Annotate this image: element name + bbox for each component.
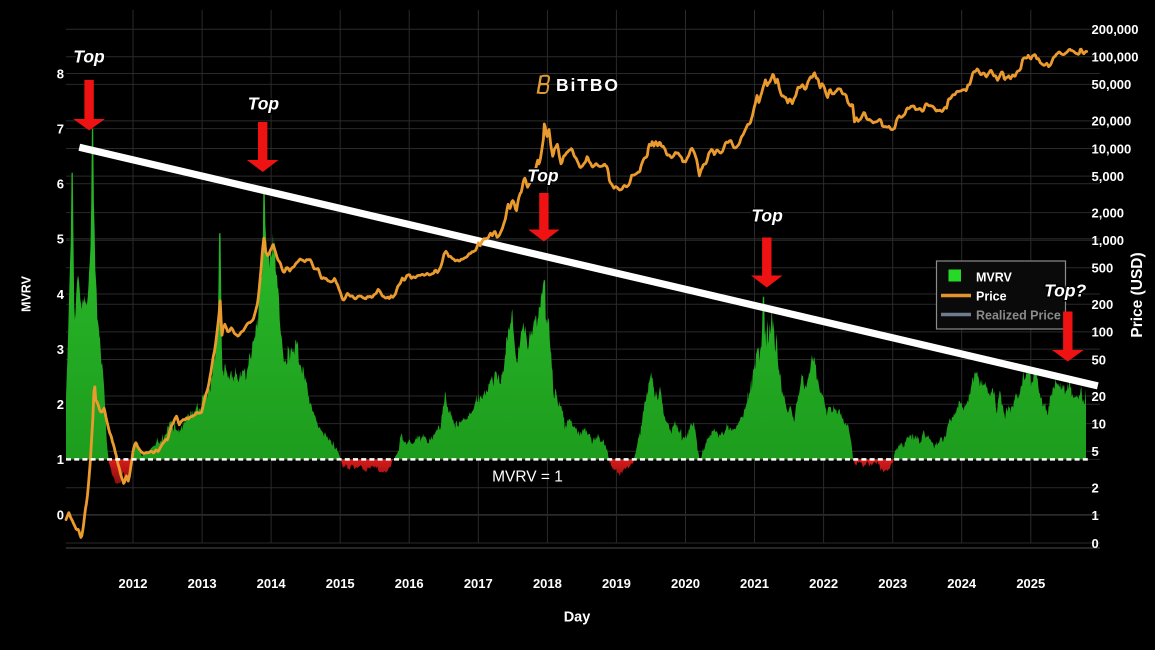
svg-text:5,000: 5,000	[1092, 169, 1125, 184]
svg-text:1,000: 1,000	[1092, 233, 1125, 248]
svg-text:MVRV: MVRV	[20, 275, 34, 312]
svg-text:0: 0	[57, 507, 64, 522]
svg-text:BiTBO: BiTBO	[556, 75, 620, 95]
svg-text:MVRV: MVRV	[976, 271, 1013, 285]
svg-text:2013: 2013	[188, 576, 217, 591]
svg-text:2015: 2015	[326, 576, 355, 591]
svg-text:Top: Top	[73, 47, 105, 67]
svg-text:2021: 2021	[740, 576, 769, 591]
svg-text:2014: 2014	[257, 576, 287, 591]
svg-text:Top?: Top?	[1044, 281, 1086, 301]
svg-text:2: 2	[1092, 481, 1099, 496]
svg-text:2012: 2012	[119, 576, 148, 591]
svg-text:2016: 2016	[395, 576, 424, 591]
svg-text:2023: 2023	[878, 576, 907, 591]
svg-text:2022: 2022	[809, 576, 838, 591]
svg-text:3: 3	[57, 342, 64, 357]
svg-text:50: 50	[1092, 352, 1106, 367]
svg-text:20: 20	[1092, 389, 1106, 404]
svg-text:Price: Price	[976, 290, 1007, 304]
svg-text:200: 200	[1092, 297, 1114, 312]
svg-text:2,000: 2,000	[1092, 205, 1125, 220]
svg-text:5: 5	[1092, 444, 1099, 459]
svg-text:2: 2	[57, 397, 64, 412]
svg-text:7: 7	[57, 121, 64, 136]
svg-text:2020: 2020	[671, 576, 700, 591]
svg-text:10: 10	[1092, 416, 1106, 431]
svg-text:100: 100	[1092, 325, 1114, 340]
svg-text:50,000: 50,000	[1092, 77, 1132, 92]
svg-text:10,000: 10,000	[1092, 141, 1132, 156]
svg-text:8: 8	[57, 66, 64, 81]
svg-text:MVRV = 1: MVRV = 1	[492, 469, 563, 486]
svg-text:Day: Day	[564, 610, 591, 626]
svg-text:1: 1	[57, 452, 64, 467]
svg-text:2018: 2018	[533, 576, 562, 591]
svg-text:20,000: 20,000	[1092, 114, 1132, 129]
svg-text:Top: Top	[527, 166, 559, 186]
svg-text:1: 1	[1092, 508, 1099, 523]
svg-text:2025: 2025	[1016, 576, 1045, 591]
svg-text:500: 500	[1092, 261, 1114, 276]
svg-text:100,000: 100,000	[1092, 50, 1139, 65]
svg-text:4: 4	[57, 287, 65, 302]
svg-text:6: 6	[57, 177, 64, 192]
svg-text:5: 5	[57, 232, 64, 247]
svg-text:Top: Top	[751, 206, 783, 226]
svg-text:2017: 2017	[464, 576, 493, 591]
svg-text:Realized Price: Realized Price	[976, 309, 1061, 323]
svg-text:Top: Top	[248, 94, 280, 114]
svg-text:200,000: 200,000	[1092, 22, 1139, 37]
svg-text:0: 0	[1092, 536, 1099, 551]
svg-text:Price (USD): Price (USD)	[1129, 252, 1146, 337]
svg-text:2019: 2019	[602, 576, 631, 591]
svg-text:2024: 2024	[947, 576, 977, 591]
